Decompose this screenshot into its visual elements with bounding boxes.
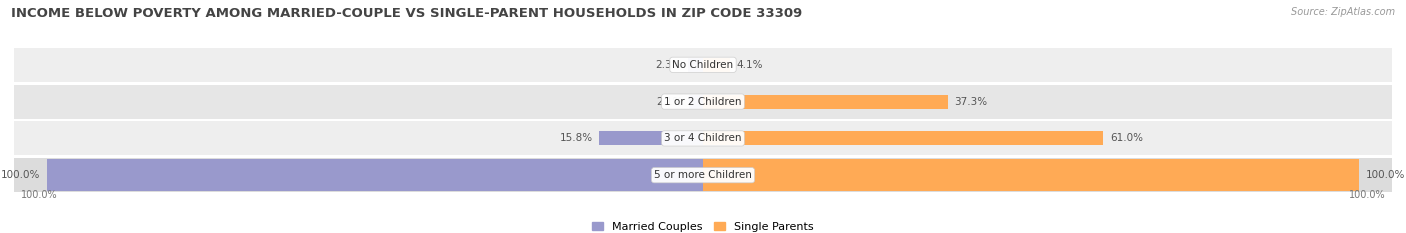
Legend: Married Couples, Single Parents: Married Couples, Single Parents (588, 217, 818, 233)
Text: 100.0%: 100.0% (1365, 170, 1405, 180)
Bar (599, 131, 703, 145)
Text: 1 or 2 Children: 1 or 2 Children (664, 97, 742, 106)
Bar (14, 48, 1392, 82)
Bar (703, 58, 730, 72)
Text: 2.3%: 2.3% (655, 60, 682, 70)
Bar (703, 131, 1104, 145)
Text: 61.0%: 61.0% (1109, 134, 1143, 143)
Text: INCOME BELOW POVERTY AMONG MARRIED-COUPLE VS SINGLE-PARENT HOUSEHOLDS IN ZIP COD: INCOME BELOW POVERTY AMONG MARRIED-COUPL… (11, 7, 803, 20)
Text: 4.1%: 4.1% (737, 60, 763, 70)
Bar (703, 159, 1360, 192)
Text: 2.1%: 2.1% (657, 97, 683, 106)
Bar (703, 95, 948, 109)
Text: No Children: No Children (672, 60, 734, 70)
Text: Source: ZipAtlas.com: Source: ZipAtlas.com (1291, 7, 1395, 17)
Text: 100.0%: 100.0% (21, 190, 58, 200)
Text: 3 or 4 Children: 3 or 4 Children (664, 134, 742, 143)
Text: 15.8%: 15.8% (560, 134, 593, 143)
Bar (689, 95, 703, 109)
Text: 100.0%: 100.0% (1, 170, 41, 180)
Bar (14, 85, 1392, 119)
Text: 100.0%: 100.0% (1348, 190, 1385, 200)
Bar (14, 158, 1392, 192)
Bar (14, 121, 1392, 155)
Bar (46, 159, 703, 192)
Bar (688, 58, 703, 72)
Text: 5 or more Children: 5 or more Children (654, 170, 752, 180)
Text: 37.3%: 37.3% (955, 97, 987, 106)
